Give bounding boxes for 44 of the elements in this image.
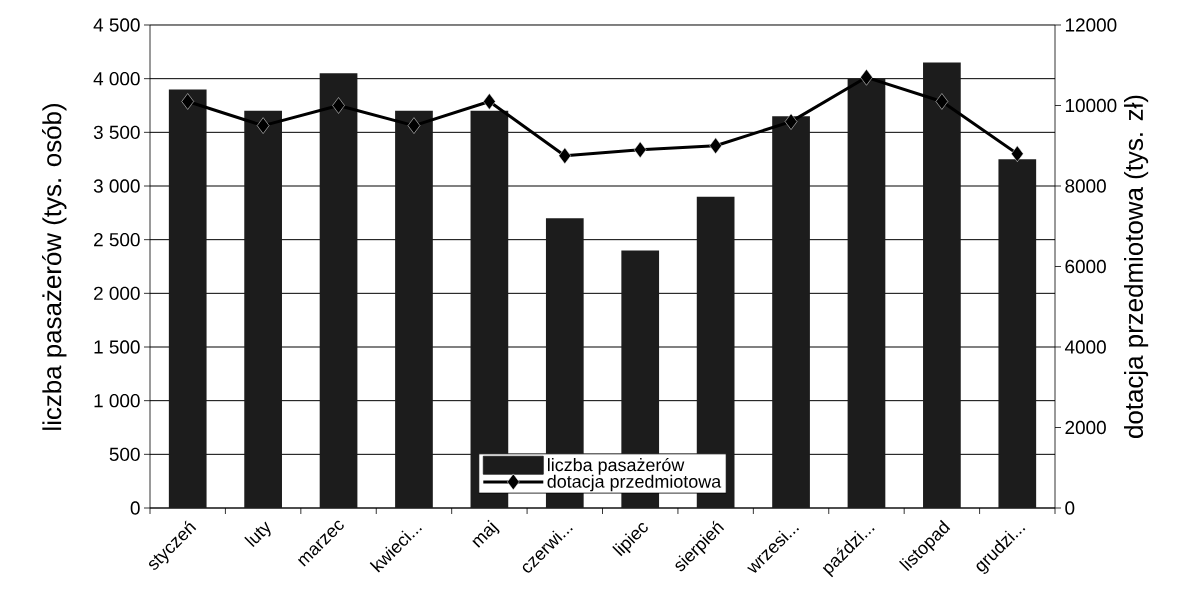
- point: [860, 69, 873, 86]
- y2-tick-label: 2000: [1065, 420, 1106, 435]
- y-tick-label: 2 000: [94, 286, 140, 301]
- point: [332, 97, 345, 114]
- point: [558, 147, 572, 165]
- bar: [470, 110, 509, 508]
- y-tick-label: 3 500: [93, 125, 140, 140]
- y-tick-label: 4 500: [93, 18, 140, 32]
- bar: [168, 89, 207, 508]
- point: [256, 117, 270, 134]
- point: [784, 113, 798, 130]
- x-tick-label: luty: [244, 521, 271, 548]
- point: [1011, 145, 1024, 163]
- bar: [395, 110, 433, 508]
- point: [407, 117, 421, 134]
- y2-tick-label: 8000: [1065, 179, 1106, 193]
- point: [709, 137, 722, 154]
- y-tick-label: 2 500: [94, 232, 140, 247]
- point: [483, 93, 496, 110]
- y-tick-label: 1 000: [94, 393, 140, 408]
- y-tick-label: 500: [109, 447, 140, 462]
- point: [935, 93, 949, 110]
- bar: [772, 116, 810, 508]
- y2-tick-label: 12000: [1065, 18, 1117, 32]
- y2-tick-label: 10000: [1065, 98, 1117, 113]
- y2-tick-label: 4000: [1064, 340, 1106, 354]
- bar: [923, 62, 961, 508]
- y2-tick-label: 0: [1065, 501, 1075, 515]
- legend-label: dotacja przedmiotowa: [547, 474, 722, 492]
- bar: [847, 78, 886, 508]
- y-tick-label: 3 000: [93, 179, 140, 193]
- bar: [998, 159, 1037, 508]
- y-tick-label: 4 000: [93, 71, 140, 86]
- legend-label: liczba pasażerów: [547, 457, 685, 475]
- point: [633, 141, 647, 158]
- y-tick-label: 1 500: [94, 340, 140, 354]
- point: [181, 93, 194, 110]
- bar: [244, 110, 282, 508]
- y-tick-label: 0: [130, 501, 140, 515]
- bar: [319, 73, 358, 508]
- x-tick-label: maj: [472, 519, 500, 548]
- y2-tick-label: 6000: [1065, 259, 1106, 274]
- y2-axis-title: dotacja przedmiotowa (tys. zł): [1124, 95, 1149, 438]
- y-axis-title: liczba pasażerów (tys. osób): [42, 104, 67, 430]
